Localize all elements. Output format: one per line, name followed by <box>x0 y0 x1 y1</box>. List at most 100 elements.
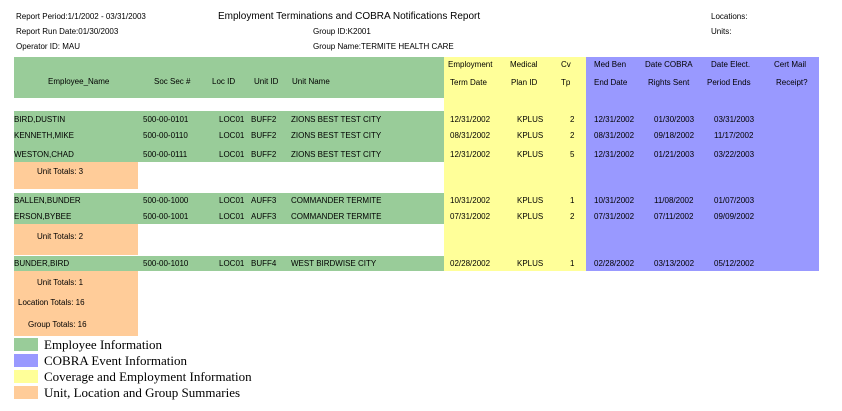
unit-totals: Unit Totals: 1 <box>37 278 84 287</box>
row-loc-id: LOC01 <box>219 131 245 140</box>
row-loc-id: LOC01 <box>219 196 245 205</box>
row-plan-id: KPLUS <box>517 150 544 159</box>
col-emp-term-2: Term Date <box>450 78 487 87</box>
units-label: Units: <box>711 27 732 36</box>
employee-group-3-band <box>14 256 444 271</box>
row-unit-id: BUFF2 <box>251 115 277 124</box>
row-ssn: 500-00-0111 <box>143 150 188 159</box>
unit-totals: Unit Totals: 3 <box>37 167 84 176</box>
col-cert-2: Receipt? <box>776 78 808 87</box>
col-medben-1: Med Ben <box>594 60 627 69</box>
col-medical-2: Plan ID <box>511 78 538 87</box>
locations-label: Locations: <box>711 12 748 21</box>
col-medical-1: Medical <box>510 60 538 69</box>
row-unit-name: COMMANDER TERMITE <box>291 212 382 221</box>
row-elect-ends: 03/22/2003 <box>714 150 755 159</box>
row-cobra-sent: 11/08/2002 <box>654 196 694 205</box>
row-unit-name: ZIONS BEST TEST CITY <box>291 131 382 140</box>
row-med-end: 02/28/2002 <box>594 259 635 268</box>
row-term-date: 02/28/2002 <box>450 259 491 268</box>
col-unit-id: Unit ID <box>254 77 279 86</box>
row-cobra-sent: 07/11/2002 <box>654 212 694 221</box>
location-totals: Location Totals: 16 <box>18 298 85 307</box>
row-unit-id: BUFF2 <box>251 150 277 159</box>
legend-cobra-swatch <box>14 354 38 367</box>
coverage-band <box>444 57 586 271</box>
report-period: Report Period:1/1/2002 - 03/31/2003 <box>16 12 146 21</box>
employee-group-1-band <box>14 111 444 162</box>
employee-group-2-band <box>14 193 444 224</box>
row-term-date: 12/31/2002 <box>450 115 491 124</box>
unit-totals-1-band <box>14 162 138 189</box>
col-cobra-1: Date COBRA <box>645 60 693 69</box>
row-med-end: 07/31/2002 <box>594 212 635 221</box>
row-cv-tp: 5 <box>570 150 575 159</box>
col-cv-2: Tp <box>561 78 571 87</box>
row-cv-tp: 1 <box>570 196 575 205</box>
row-loc-id: LOC01 <box>219 259 245 268</box>
row-elect-ends: 05/12/2002 <box>714 259 755 268</box>
col-employee-name: Employee_Name <box>48 77 110 86</box>
col-ssn: Soc Sec # <box>154 77 191 86</box>
col-cobra-2: Rights Sent <box>648 78 690 87</box>
row-elect-ends: 11/17/2002 <box>714 131 754 140</box>
row-plan-id: KPLUS <box>517 115 544 124</box>
col-medben-2: End Date <box>594 78 628 87</box>
row-employee-name: KENNETH,MIKE <box>14 131 75 140</box>
row-employee-name: BALLEN,BUNDER <box>14 196 81 205</box>
row-unit-name: ZIONS BEST TEST CITY <box>291 150 382 159</box>
col-elect-1: Date Elect. <box>711 60 751 69</box>
row-cv-tp: 2 <box>570 115 575 124</box>
col-cert-1: Cert Mail <box>774 60 807 69</box>
row-term-date: 12/31/2002 <box>450 150 491 159</box>
col-emp-term-1: Employment <box>448 60 493 69</box>
row-med-end: 12/31/2002 <box>594 150 635 159</box>
row-cv-tp: 2 <box>570 212 575 221</box>
row-plan-id: KPLUS <box>517 131 544 140</box>
row-elect-ends: 03/31/2003 <box>714 115 755 124</box>
row-plan-id: KPLUS <box>517 196 544 205</box>
legend-summaries-label: Unit, Location and Group Summaries <box>44 385 241 400</box>
row-term-date: 10/31/2002 <box>450 196 491 205</box>
row-unit-name: WEST BIRDWISE CITY <box>291 259 377 268</box>
col-loc-id: Loc ID <box>212 77 236 86</box>
row-cv-tp: 2 <box>570 131 575 140</box>
row-cv-tp: 1 <box>570 259 575 268</box>
operator-id: Operator ID: MAU <box>16 42 81 51</box>
row-loc-id: LOC01 <box>219 150 245 159</box>
legend-coverage-label: Coverage and Employment Information <box>44 369 252 384</box>
row-employee-name: BIRD,DUSTIN <box>14 115 66 124</box>
summary-totals-band <box>14 271 138 336</box>
col-unit-name: Unit Name <box>292 77 330 86</box>
row-plan-id: KPLUS <box>517 212 544 221</box>
row-ssn: 500-00-1000 <box>143 196 189 205</box>
row-plan-id: KPLUS <box>517 259 544 268</box>
row-loc-id: LOC01 <box>219 115 245 124</box>
legend-coverage-swatch <box>14 370 38 383</box>
row-med-end: 08/31/2002 <box>594 131 635 140</box>
legend-employee-label: Employee Information <box>44 337 163 352</box>
legend-cobra-label: COBRA Event Information <box>44 353 187 368</box>
report-title: Employment Terminations and COBRA Notifi… <box>218 11 481 22</box>
row-unit-id: AUFF3 <box>251 196 277 205</box>
row-med-end: 12/31/2002 <box>594 115 635 124</box>
report-run-date: Report Run Date:01/30/2003 <box>16 27 119 36</box>
row-ssn: 500-00-0110 <box>143 131 188 140</box>
row-ssn: 500-00-1001 <box>143 212 189 221</box>
row-unit-id: AUFF3 <box>251 212 277 221</box>
row-cobra-sent: 03/13/2002 <box>654 259 695 268</box>
col-cv-1: Cv <box>561 60 571 69</box>
row-cobra-sent: 09/18/2002 <box>654 131 695 140</box>
row-employee-name: ERSON,BYBEE <box>14 212 72 221</box>
row-term-date: 08/31/2002 <box>450 131 491 140</box>
row-med-end: 10/31/2002 <box>594 196 635 205</box>
row-term-date: 07/31/2002 <box>450 212 491 221</box>
group-name: Group Name:TERMITE HEALTH CARE <box>313 42 454 51</box>
legend-summaries-swatch <box>14 386 38 399</box>
row-cobra-sent: 01/21/2003 <box>654 150 695 159</box>
employee-header-band <box>14 57 444 98</box>
group-totals: Group Totals: 16 <box>28 320 87 329</box>
row-unit-id: BUFF4 <box>251 259 277 268</box>
row-cobra-sent: 01/30/2003 <box>654 115 695 124</box>
row-unit-id: BUFF2 <box>251 131 277 140</box>
